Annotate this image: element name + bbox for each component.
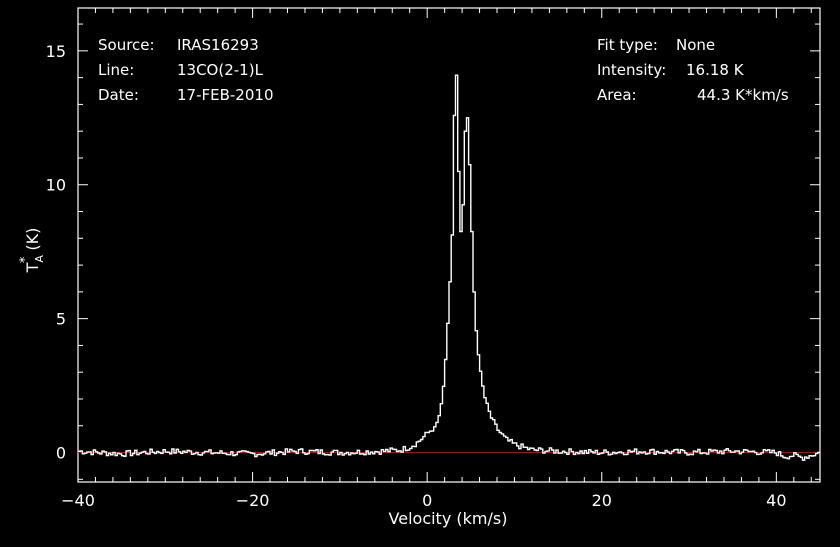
info-left-value-0: IRAS16293: [177, 36, 259, 54]
info-panel-right: Fit type: None Intensity: 16.18 K Area: …: [597, 36, 789, 104]
x-tick-label: −20: [236, 491, 270, 510]
info-right-key-1: Intensity:: [597, 61, 666, 79]
axis-ticks: [77, 8, 820, 482]
info-right-key-2: Area:: [597, 86, 637, 104]
y-tick-labels: 0 5 10 15: [46, 42, 66, 463]
x-axis-label: Velocity (km/s): [389, 509, 508, 528]
y-axis-label-sub: A: [33, 255, 46, 263]
y-axis-label-unit: (K): [23, 228, 42, 251]
y-axis-label-sup: *: [18, 256, 33, 263]
info-left-key-1: Line:: [98, 61, 134, 79]
x-tick-label: 20: [592, 491, 612, 510]
info-panel-left: Source: IRAS16293 Line: 13CO(2-1)L Date:…: [98, 36, 273, 104]
info-right-value-0: None: [676, 36, 715, 54]
x-tick-label: 0: [422, 491, 432, 510]
info-left-value-2: 17-FEB-2010: [177, 86, 273, 104]
x-tick-labels: −40 −20 0 20 40: [61, 491, 786, 510]
plot-border: [77, 7, 821, 483]
y-tick-label: 10: [46, 176, 66, 195]
x-tick-label: −40: [61, 491, 95, 510]
svg-text:TA*(K): TA* (K): [18, 228, 46, 274]
info-left-key-2: Date:: [98, 86, 139, 104]
info-left-key-0: Source:: [98, 36, 155, 54]
y-tick-label: 15: [46, 42, 66, 61]
y-tick-label: 5: [56, 310, 66, 329]
x-tick-label: 40: [766, 491, 786, 510]
plot-frame: [77, 7, 821, 483]
info-right-value-1: 16.18 K: [686, 61, 745, 79]
y-axis-label: TA* (K): [18, 228, 46, 274]
y-axis-label-base: T: [23, 262, 42, 273]
spectrum-line: [78, 74, 820, 461]
info-left-value-1: 13CO(2-1)L: [177, 61, 264, 79]
info-right-value-2: 44.3 K*km/s: [697, 86, 789, 104]
info-right-key-0: Fit type:: [597, 36, 658, 54]
y-tick-label: 0: [56, 444, 66, 463]
